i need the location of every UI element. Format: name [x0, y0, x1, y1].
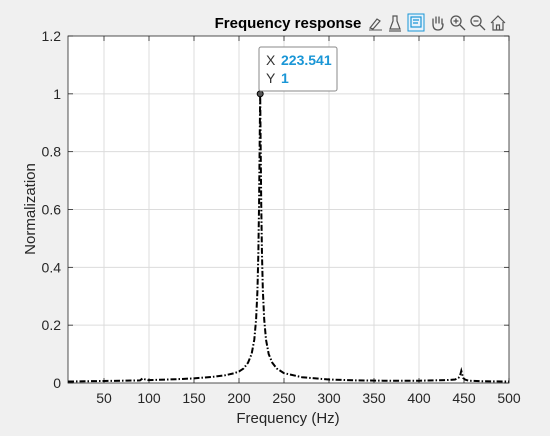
y-tick-label: 0.8	[42, 144, 62, 160]
x-tick-label: 150	[182, 390, 206, 406]
x-tick-labels: 50 100 150 200 250 300 350 400 450 500	[96, 390, 521, 406]
datatip-y-key: Y	[266, 70, 276, 86]
datatip[interactable]: X 223.541 Y 1	[258, 46, 338, 92]
y-tick-labels: 0 0.2 0.4 0.6 0.8 1 1.2	[42, 28, 62, 391]
y-tick-label: 0.4	[42, 259, 62, 275]
x-tick-label: 50	[96, 390, 112, 406]
brush-icon[interactable]	[369, 18, 382, 31]
data-cursor-icon[interactable]	[389, 15, 401, 32]
x-tick-label: 100	[137, 390, 161, 406]
datatip-box	[258, 46, 338, 92]
datatip-icon[interactable]	[407, 13, 425, 32]
pan-hand-icon[interactable]	[432, 16, 444, 31]
x-tick-label: 300	[317, 390, 341, 406]
zoom-out-icon[interactable]	[470, 15, 486, 31]
x-tick-label: 400	[407, 390, 431, 406]
chart-title: Frequency response	[215, 15, 362, 32]
zoom-in-icon[interactable]	[450, 15, 466, 31]
datatip-y-value: 1	[281, 70, 289, 86]
x-tick-label: 250	[272, 390, 296, 406]
y-tick-label: 0.6	[42, 202, 62, 218]
y-tick-label: 0	[53, 375, 61, 391]
x-tick-label: 500	[497, 390, 521, 406]
y-tick-label: 0.2	[42, 317, 62, 333]
datatip-x-key: X	[266, 52, 276, 68]
x-tick-label: 200	[227, 390, 251, 406]
y-axis-label: Normalization	[22, 163, 39, 255]
series-line[interactable]	[67, 93, 510, 383]
x-axis-label: Frequency (Hz)	[236, 410, 339, 427]
axes-toolbar	[369, 13, 506, 32]
home-icon[interactable]	[490, 15, 506, 31]
x-tick-label: 450	[452, 390, 476, 406]
x-tick-label: 350	[362, 390, 386, 406]
y-tick-label: 1	[53, 86, 61, 102]
grid-lines	[68, 36, 509, 383]
datatip-marker[interactable]	[256, 90, 264, 98]
tick-marks	[68, 35, 510, 384]
datatip-x-value: 223.541	[281, 52, 332, 68]
y-tick-label: 1.2	[42, 28, 62, 44]
